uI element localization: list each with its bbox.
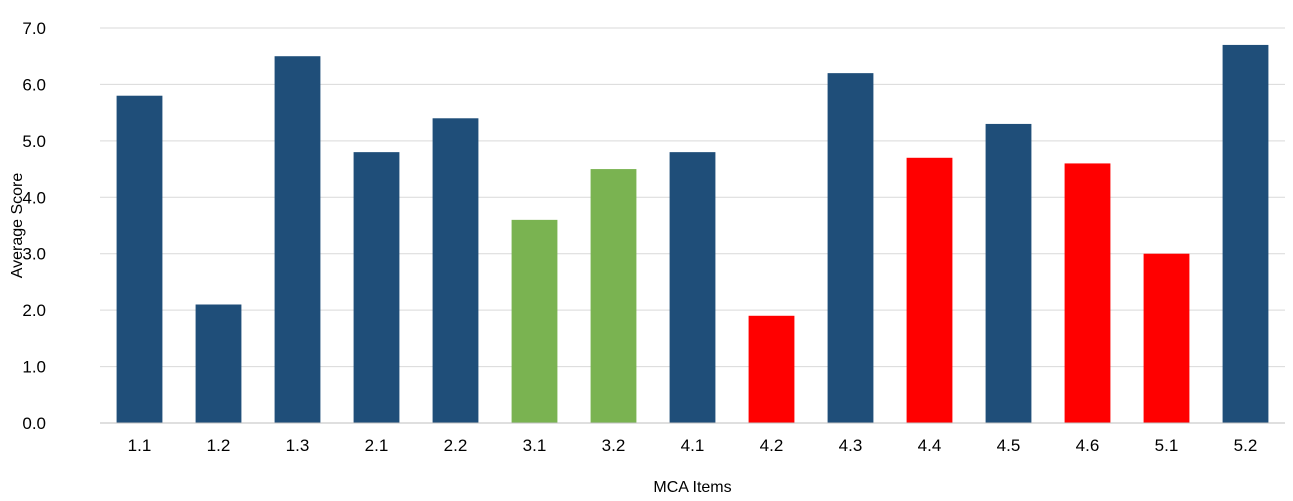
bar-4-3: [827, 73, 874, 424]
y-tick-label: 7.0: [22, 19, 46, 38]
x-tick-label: 4.4: [918, 436, 942, 455]
x-tick-label: 3.1: [523, 436, 547, 455]
bar-4-1: [669, 152, 716, 423]
x-tick-label: 2.1: [365, 436, 389, 455]
x-tick-label: 4.1: [681, 436, 705, 455]
y-tick-label: 3.0: [22, 245, 46, 264]
x-tick-label: 1.3: [286, 436, 310, 455]
bar-4-2: [748, 315, 795, 423]
x-tick-label: 1.2: [207, 436, 231, 455]
y-tick-label: 2.0: [22, 301, 46, 320]
y-tick-label: 4.0: [22, 188, 46, 207]
y-tick-label: 6.0: [22, 75, 46, 94]
y-tick-label: 1.0: [22, 358, 46, 377]
bar-2-2: [432, 118, 479, 424]
x-tick-label: 5.2: [1234, 436, 1258, 455]
bar-4-5: [985, 123, 1032, 423]
bar-3-1: [511, 219, 558, 423]
bar-5-1: [1143, 253, 1190, 423]
bar-1-3: [274, 56, 321, 423]
bar-3-2: [590, 169, 637, 423]
y-axis-ticks: 0.0 1.0 2.0 3.0 4.0 5.0 6.0 7.0: [22, 19, 46, 433]
x-tick-label: 3.2: [602, 436, 626, 455]
bar-5-2: [1222, 44, 1269, 424]
bar-2-1: [353, 152, 400, 423]
x-tick-label: 4.3: [839, 436, 863, 455]
x-tick-label: 4.2: [760, 436, 784, 455]
x-tick-label: 4.6: [1076, 436, 1100, 455]
y-tick-label: 0.0: [22, 414, 46, 433]
x-axis-title: MCA Items: [653, 479, 731, 496]
bar-4-4: [906, 157, 953, 424]
x-axis-ticks: 1.1 1.2 1.3 2.1 2.2 3.1 3.2 4.1 4.2 4.3 4.4 4.5 4.6 5…: [128, 436, 1258, 455]
bar-1-1: [116, 95, 163, 423]
y-tick-label: 5.0: [22, 132, 46, 151]
bar-4-6: [1064, 163, 1111, 423]
x-tick-label: 2.2: [444, 436, 468, 455]
x-tick-label: 5.1: [1155, 436, 1179, 455]
x-tick-label: 4.5: [997, 436, 1021, 455]
x-tick-label: 1.1: [128, 436, 152, 455]
bars: [116, 44, 1269, 424]
bar-1-2: [195, 304, 242, 423]
y-axis-title: Average Score: [9, 173, 26, 279]
